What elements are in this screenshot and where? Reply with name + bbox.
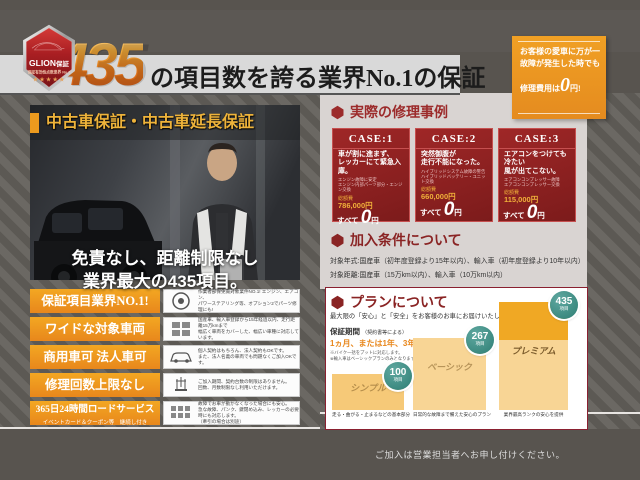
svg-text:★★★★★: ★★★★★	[32, 76, 65, 83]
svg-text:保証有効性点数業界 No.1: 保証有効性点数業界 No.1	[27, 69, 71, 74]
